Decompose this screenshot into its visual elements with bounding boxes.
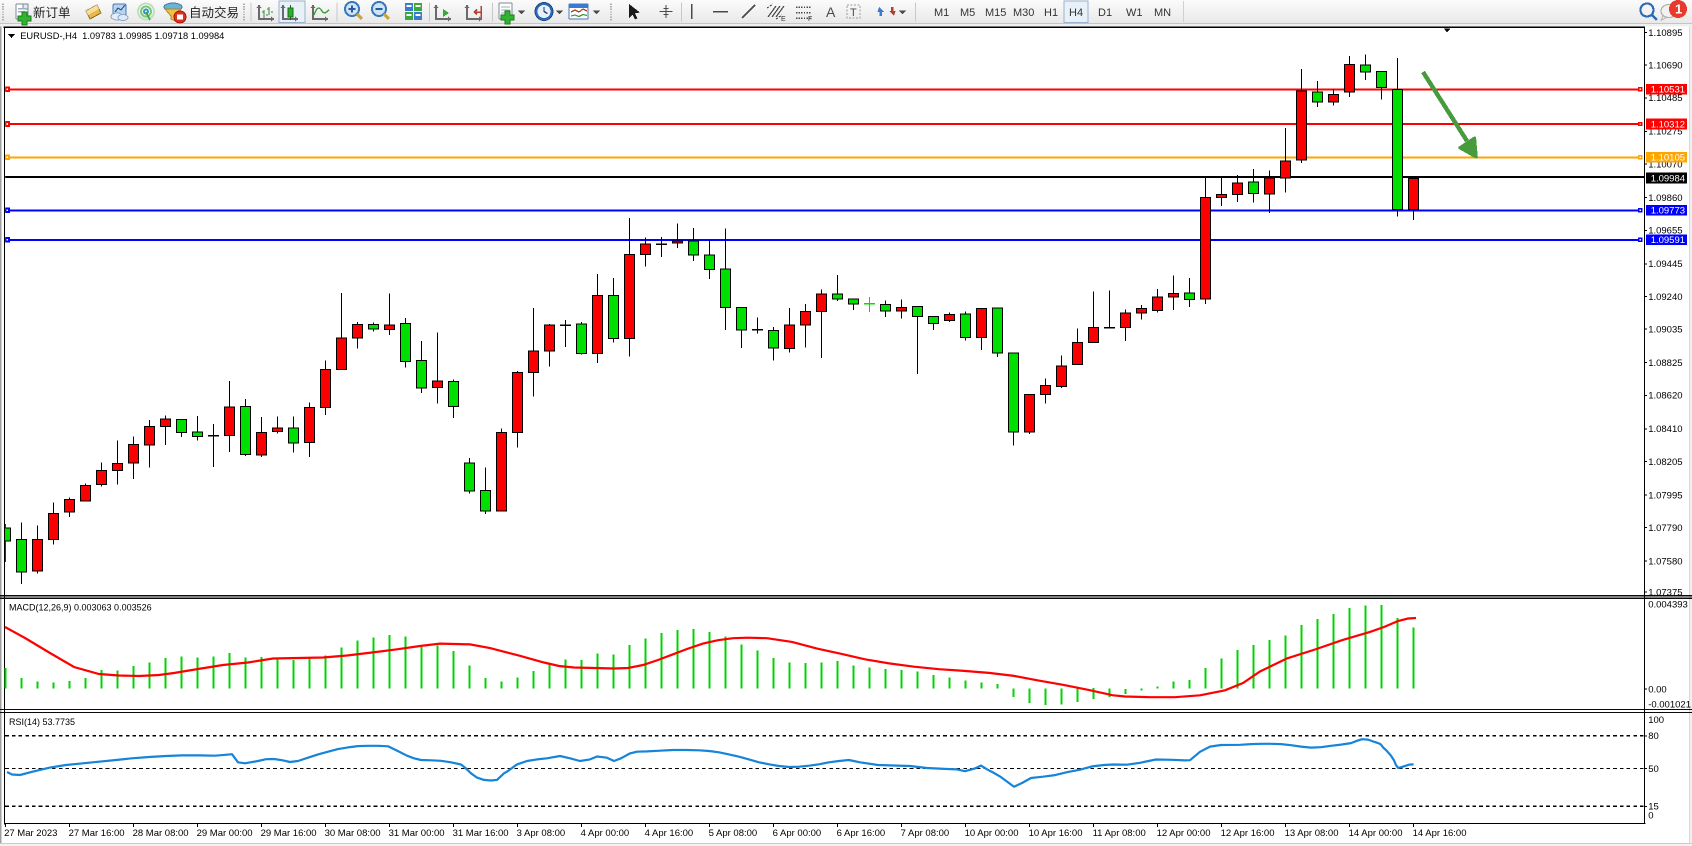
svg-text:0: 0 [1648,811,1653,822]
svg-text:29 Mar 00:00: 29 Mar 00:00 [197,828,253,839]
svg-text:自动交易: 自动交易 [189,5,239,20]
svg-text:28 Mar 08:00: 28 Mar 08:00 [133,828,189,839]
svg-text:12 Apr 00:00: 12 Apr 00:00 [1157,828,1211,839]
svg-text:1.10105: 1.10105 [1651,153,1685,164]
svg-text:30 Mar 08:00: 30 Mar 08:00 [325,828,381,839]
svg-text:11 Apr 08:00: 11 Apr 08:00 [1093,828,1146,839]
svg-text:12 Apr 16:00: 12 Apr 16:00 [1221,828,1275,839]
svg-text:1.10312: 1.10312 [1651,119,1685,130]
svg-text:0.00: 0.00 [1648,684,1667,695]
svg-text:1.10070: 1.10070 [1648,159,1682,170]
svg-text:1.08410: 1.08410 [1648,424,1682,435]
svg-text:1.10895: 1.10895 [1648,28,1682,39]
svg-text:31 Mar 00:00: 31 Mar 00:00 [389,828,445,839]
svg-text:F: F [808,16,812,23]
svg-text:4 Apr 16:00: 4 Apr 16:00 [645,828,694,839]
svg-text:MN: MN [1154,7,1171,19]
svg-text:1.08620: 1.08620 [1648,391,1682,402]
svg-text:A: A [826,4,836,20]
svg-text:M1: M1 [934,7,949,19]
svg-text:1: 1 [1675,2,1682,17]
svg-text:1.07375: 1.07375 [1648,587,1682,598]
svg-text:E: E [781,16,786,23]
svg-text:M30: M30 [1013,7,1034,19]
svg-text:15: 15 [1648,802,1659,813]
svg-text:100: 100 [1648,715,1664,726]
svg-text:1.07580: 1.07580 [1648,557,1682,568]
svg-text:6 Apr 16:00: 6 Apr 16:00 [837,828,886,839]
svg-text:1.09591: 1.09591 [1651,235,1685,246]
svg-text:T: T [850,7,857,19]
svg-text:7 Apr 08:00: 7 Apr 08:00 [901,828,950,839]
svg-text:4 Apr 00:00: 4 Apr 00:00 [581,828,630,839]
svg-text:1.07995: 1.07995 [1648,490,1682,501]
svg-text:6 Apr 00:00: 6 Apr 00:00 [773,828,822,839]
svg-text:0.004393: 0.004393 [1648,600,1688,611]
svg-text:80: 80 [1648,731,1659,742]
svg-text:10 Apr 00:00: 10 Apr 00:00 [965,828,1019,839]
svg-text:H4: H4 [1069,7,1083,19]
svg-text:1.10531: 1.10531 [1651,85,1685,96]
svg-text:1.10485: 1.10485 [1648,93,1682,104]
svg-text:D1: D1 [1098,7,1112,19]
svg-text:-0.001021: -0.001021 [1648,700,1691,711]
svg-text:14 Apr 00:00: 14 Apr 00:00 [1349,828,1403,839]
svg-text:14 Apr 16:00: 14 Apr 16:00 [1413,828,1467,839]
svg-text:1.08825: 1.08825 [1648,358,1682,369]
svg-text:EURUSD-,H4 1.09783 1.09985 1.: EURUSD-,H4 1.09783 1.09985 1.09718 1.099… [20,31,224,41]
svg-text:29 Mar 16:00: 29 Mar 16:00 [261,828,317,839]
svg-text:10 Apr 16:00: 10 Apr 16:00 [1029,828,1083,839]
svg-text:RSI(14) 53.7735: RSI(14) 53.7735 [9,717,75,727]
svg-text:W1: W1 [1126,7,1143,19]
svg-text:5 Apr 08:00: 5 Apr 08:00 [709,828,758,839]
svg-text:1.09240: 1.09240 [1648,292,1682,303]
svg-text:1.10275: 1.10275 [1648,127,1682,138]
svg-text:50: 50 [1648,764,1659,775]
svg-text:MACD(12,26,9) 0.003063 0.00352: MACD(12,26,9) 0.003063 0.003526 [9,603,152,613]
svg-text:1.09860: 1.09860 [1648,193,1682,204]
svg-text:13 Apr 08:00: 13 Apr 08:00 [1285,828,1339,839]
svg-text:1.09445: 1.09445 [1648,259,1682,270]
svg-text:27 Mar 2023: 27 Mar 2023 [4,828,57,839]
svg-text:31 Mar 16:00: 31 Mar 16:00 [453,828,509,839]
svg-text:1.07790: 1.07790 [1648,523,1682,534]
svg-text:M15: M15 [985,7,1006,19]
svg-text:3 Apr 08:00: 3 Apr 08:00 [517,828,566,839]
svg-text:1.09984: 1.09984 [1651,173,1685,184]
svg-text:H1: H1 [1044,7,1058,19]
svg-text:1.09773: 1.09773 [1651,206,1685,217]
svg-text:M5: M5 [960,7,975,19]
svg-text:1.09655: 1.09655 [1648,226,1682,237]
svg-text:1.08205: 1.08205 [1648,457,1682,468]
svg-text:1.10690: 1.10690 [1648,60,1682,71]
svg-text:1.09035: 1.09035 [1648,324,1682,335]
svg-text:27 Mar 16:00: 27 Mar 16:00 [69,828,125,839]
svg-text:新订单: 新订单 [33,5,71,20]
